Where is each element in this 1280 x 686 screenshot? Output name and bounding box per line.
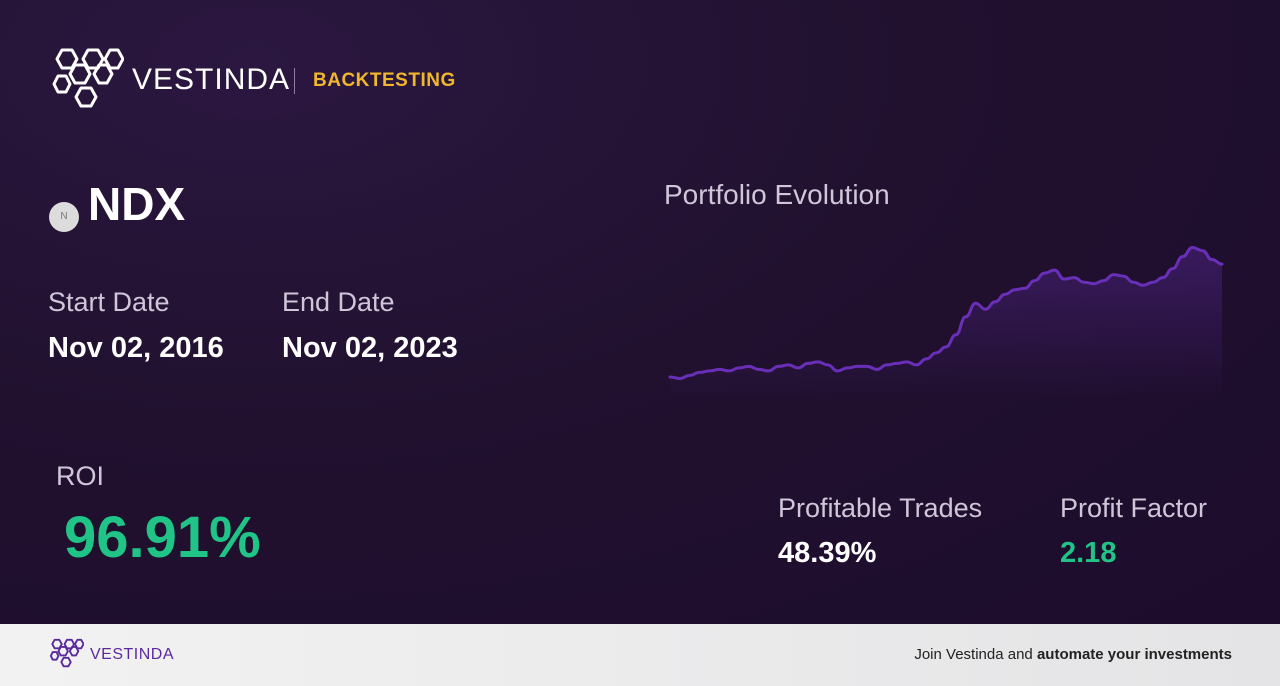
portfolio-point-19 [856,365,859,368]
profit-factor-label: Profit Factor [1060,493,1208,523]
portfolio-point-53 [1191,246,1194,249]
footer-cta-link[interactable]: Join Vestinda and automate your investme… [914,645,1232,665]
profit-factor-value: 2.18 [1060,537,1117,569]
start-date-label: Start Date [48,287,170,317]
footer-brand: VESTINDA [90,646,175,663]
portfolio-point-7 [738,366,741,369]
portfolio-point-14 [807,362,810,365]
portfolio-point-0 [669,376,672,379]
portfolio-point-20 [866,365,869,368]
portfolio-point-35 [1014,288,1017,291]
roi-value: 96.91% [64,505,261,570]
profitable-trades-value: 48.39% [778,537,877,569]
footer-bar: VESTINDA Join Vestinda and automate your… [0,624,1280,686]
portfolio-point-42 [1083,281,1086,284]
portfolio-point-4 [708,369,711,372]
vestinda-logo-icon [52,48,124,108]
portfolio-point-34 [1004,293,1007,296]
portfolio-point-27 [935,351,938,354]
portfolio-point-48 [1142,284,1145,287]
ticker-badge-icon: N [49,202,79,232]
portfolio-point-30 [964,315,967,318]
portfolio-point-33 [994,300,997,303]
portfolio-point-11 [777,365,780,368]
brand-name: VESTINDA [132,63,291,96]
portfolio-point-40 [1063,278,1066,281]
portfolio-point-50 [1161,276,1164,279]
portfolio-point-29 [954,333,957,336]
portfolio-point-31 [974,302,977,305]
portfolio-point-12 [787,363,790,366]
portfolio-point-36 [1023,287,1026,290]
vestinda-footer-logo-icon [49,638,84,668]
portfolio-point-44 [1102,279,1105,282]
portfolio-point-22 [885,363,888,366]
portfolio-point-37 [1033,279,1036,282]
portfolio-point-1 [678,377,681,380]
portfolio-point-39 [1053,269,1056,272]
portfolio-point-52 [1181,255,1184,258]
portfolio-point-10 [767,369,770,372]
portfolio-point-43 [1092,282,1095,285]
portfolio-point-15 [816,360,819,363]
footer-cta-prefix: Join Vestinda and [914,646,1037,663]
portfolio-point-18 [846,366,849,369]
roi-label: ROI [56,461,105,491]
ticker-symbol: NDX [88,178,186,230]
portfolio-point-5 [718,368,721,371]
brand-divider [294,68,295,94]
portfolio-point-25 [915,363,918,366]
footer-cta-bold: automate your investments [1036,646,1232,663]
portfolio-line [668,246,1224,380]
portfolio-point-8 [747,365,750,368]
portfolio-point-55 [1211,258,1214,261]
portfolio-point-49 [1152,281,1155,284]
portfolio-point-24 [905,360,908,363]
portfolio-point-38 [1043,272,1046,275]
portfolio-point-47 [1132,281,1135,284]
portfolio-point-2 [688,374,691,377]
portfolio-point-26 [925,357,928,360]
portfolio-point-16 [826,363,829,366]
portfolio-evolution-chart [668,246,1224,398]
portfolio-point-51 [1171,267,1174,270]
portfolio-area [670,247,1222,398]
portfolio-point-46 [1122,275,1125,278]
end-date-label: End Date [282,287,395,317]
portfolio-point-45 [1112,273,1115,276]
start-date-value: Nov 02, 2016 [48,332,224,364]
portfolio-point-6 [728,369,731,372]
profitable-trades-label: Profitable Trades [778,493,983,523]
portfolio-point-13 [797,366,800,369]
portfolio-point-41 [1073,276,1076,279]
backtest-card: VESTINDA BACKTESTING N NDX Start Date No… [0,0,1280,624]
portfolio-point-17 [836,369,839,372]
portfolio-point-54 [1201,249,1204,252]
portfolio-point-3 [698,371,701,374]
portfolio-point-28 [945,345,948,348]
chart-title: Portfolio Evolution [664,179,890,210]
portfolio-point-21 [876,368,879,371]
portfolio-point-9 [757,368,760,371]
section-tag: BACKTESTING [313,70,456,91]
portfolio-point-56 [1221,263,1224,266]
portfolio-point-23 [895,362,898,365]
portfolio-point-32 [984,308,987,311]
end-date-value: Nov 02, 2023 [282,332,458,364]
